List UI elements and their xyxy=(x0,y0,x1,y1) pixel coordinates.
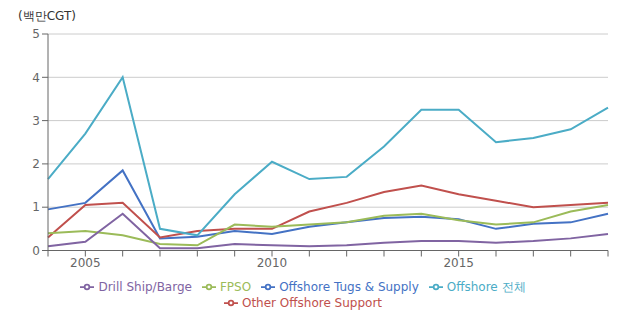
svg-text:5: 5 xyxy=(32,27,40,41)
html-text:(백만CGT): (백만CGT) xyxy=(18,9,76,23)
svg-text:2: 2 xyxy=(32,157,40,171)
html-text:Offshore Tugs & Supply: Offshore Tugs & Supply xyxy=(279,279,419,294)
html-text:FPSO: FPSO xyxy=(219,279,252,294)
svg-text:1: 1 xyxy=(32,200,40,214)
html-text:Offshore 전체: Offshore 전체 xyxy=(446,279,526,294)
svg-text:0: 0 xyxy=(32,244,40,258)
svg-text:4: 4 xyxy=(32,71,40,85)
svg-text:2015: 2015 xyxy=(443,256,474,270)
html-text:Other Offshore Support: Other Offshore Support xyxy=(241,295,382,310)
svg-text:3: 3 xyxy=(32,114,40,128)
svg-text:2005: 2005 xyxy=(70,256,101,270)
html-text:Drill Ship/Barge: Drill Ship/Barge xyxy=(98,279,192,294)
svg-text:2010: 2010 xyxy=(257,256,288,270)
